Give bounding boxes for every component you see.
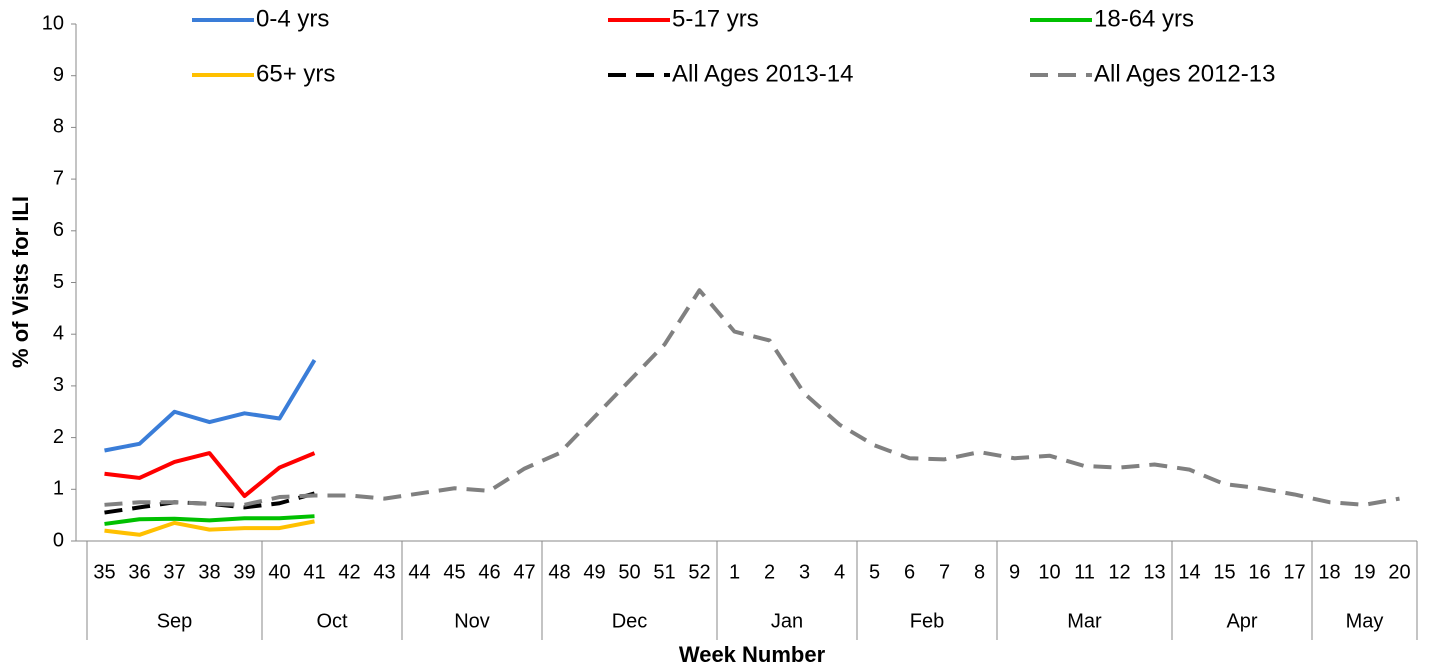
x-tick-label: 48 (548, 561, 570, 583)
x-tick-label: 39 (233, 561, 255, 583)
x-tick-label: 36 (128, 561, 150, 583)
x-tick-label: 50 (618, 561, 640, 583)
month-label: Oct (316, 610, 348, 632)
x-tick-label: 42 (338, 561, 360, 583)
x-tick-label: 12 (1108, 561, 1130, 583)
x-tick-label: 6 (904, 561, 915, 583)
x-tick-label: 49 (583, 561, 605, 583)
y-tick-label: 8 (53, 116, 64, 138)
x-tick-label: 8 (974, 561, 985, 583)
y-axis-title: % of Vists for ILI (8, 196, 33, 368)
legend-label: 65+ yrs (256, 60, 335, 87)
y-tick-label: 1 (53, 478, 64, 500)
x-axis-title: Week Number (679, 642, 826, 667)
series-line (104, 514, 315, 526)
x-tick-label: 5 (869, 561, 880, 583)
month-label: Jan (771, 610, 803, 632)
y-tick-label: 9 (53, 64, 64, 86)
x-tick-label: 15 (1213, 561, 1235, 583)
x-tick-label: 43 (373, 561, 395, 583)
month-label: Dec (612, 610, 648, 632)
y-tick-label: 4 (53, 322, 64, 344)
x-tick-label: 17 (1283, 561, 1305, 583)
y-tick-label: 6 (53, 219, 64, 241)
month-label: May (1346, 610, 1384, 632)
x-tick-label: 18 (1318, 561, 1340, 583)
legend-label: 18-64 yrs (1094, 5, 1194, 32)
x-tick-label: 13 (1143, 561, 1165, 583)
month-label: Nov (454, 610, 490, 632)
series-line (104, 519, 315, 537)
y-tick-label: 5 (53, 271, 64, 293)
y-tick-label: 10 (42, 12, 64, 34)
y-tick-label: 2 (53, 426, 64, 448)
month-label: Apr (1226, 610, 1257, 632)
x-tick-label: 35 (93, 561, 115, 583)
series-line (104, 491, 316, 515)
x-tick-label: 40 (268, 561, 290, 583)
x-tick-label: 3 (799, 561, 810, 583)
y-tick-label: 0 (53, 529, 64, 551)
x-tick-label: 46 (478, 561, 500, 583)
x-tick-label: 2 (764, 561, 775, 583)
x-tick-label: 20 (1388, 561, 1410, 583)
x-tick-label: 7 (939, 561, 950, 583)
x-tick-label: 44 (408, 561, 430, 583)
month-label: Feb (910, 610, 944, 632)
x-tick-label: 41 (303, 561, 325, 583)
series-line (104, 359, 317, 453)
x-tick-label: 11 (1074, 561, 1095, 583)
x-tick-label: 52 (688, 561, 710, 583)
y-tick-label: 7 (53, 167, 64, 189)
x-tick-label: 19 (1353, 561, 1375, 583)
x-tick-label: 16 (1248, 561, 1270, 583)
x-tick-label: 1 (729, 561, 740, 583)
month-label: Sep (157, 610, 193, 632)
x-tick-label: 45 (443, 561, 465, 583)
month-label: Mar (1067, 610, 1102, 632)
x-tick-label: 38 (198, 561, 220, 583)
x-tick-label: 47 (513, 561, 535, 583)
legend-label: All Ages 2012-13 (1094, 60, 1275, 87)
x-tick-label: 51 (653, 561, 675, 583)
x-tick-label: 10 (1038, 561, 1060, 583)
x-tick-label: 14 (1178, 561, 1200, 583)
legend-label: 5-17 yrs (672, 5, 759, 32)
y-tick-label: 3 (53, 374, 64, 396)
legend-label: All Ages 2013-14 (672, 60, 853, 87)
legend-label: 0-4 yrs (256, 5, 329, 32)
x-tick-label: 4 (834, 561, 845, 583)
series-line (104, 451, 316, 499)
x-tick-label: 37 (163, 561, 185, 583)
x-tick-label: 9 (1009, 561, 1020, 583)
series-line (104, 288, 1400, 507)
